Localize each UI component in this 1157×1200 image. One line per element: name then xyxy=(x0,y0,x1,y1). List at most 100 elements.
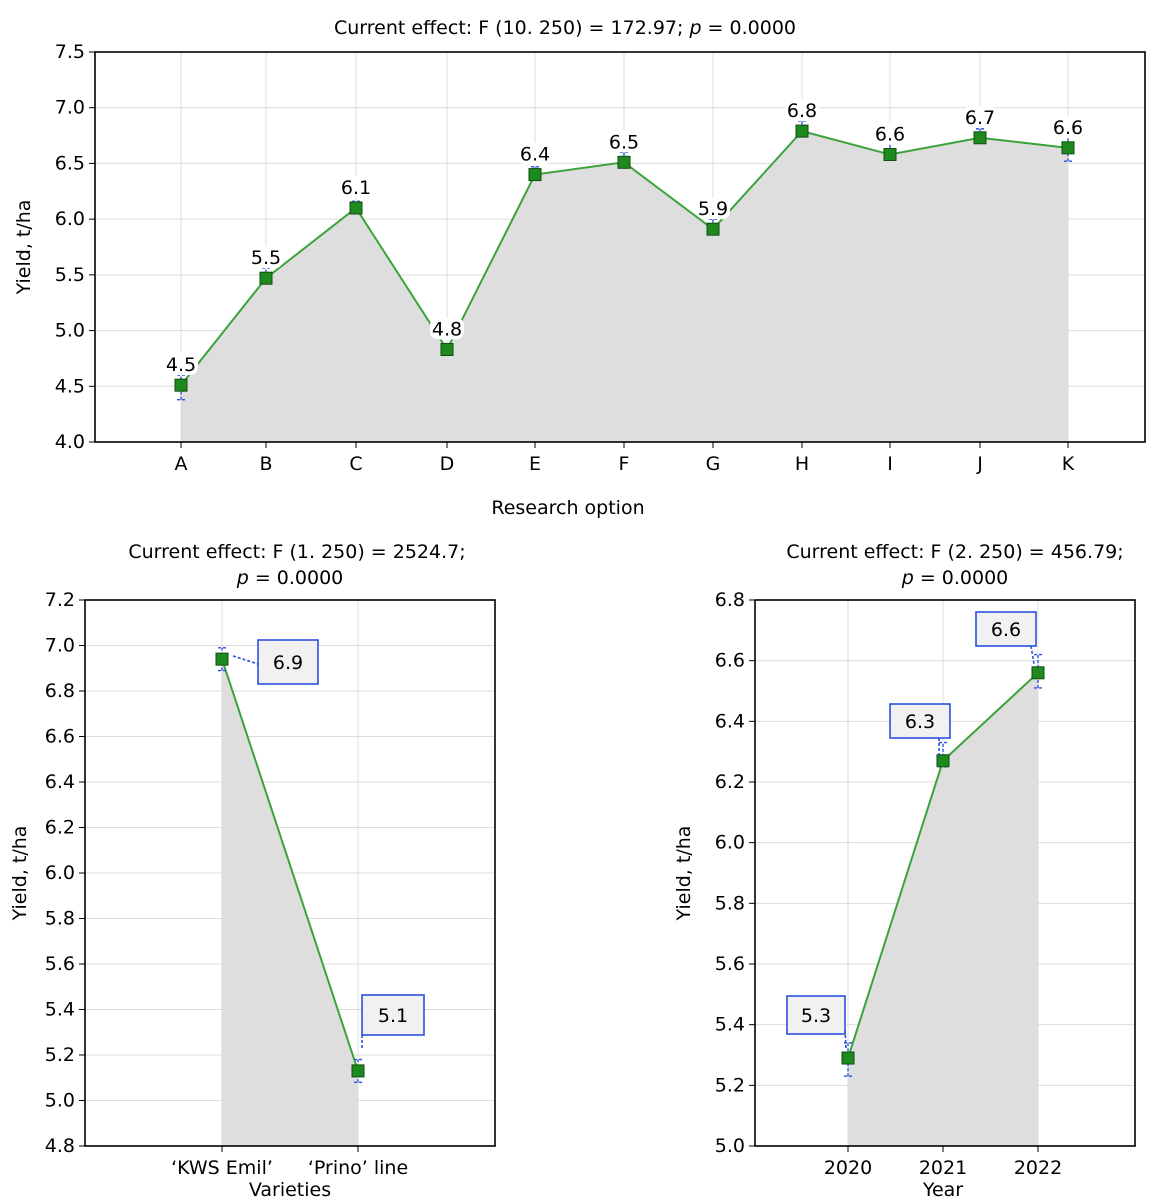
value-label: 6.1 xyxy=(341,177,371,199)
chart-3-markers xyxy=(841,666,1045,1065)
value-label: 5.5 xyxy=(251,247,281,269)
chart-2-title-line-2: p = 0.0000 xyxy=(236,567,344,589)
chart-3-y-axis-label: Yield, t/ha xyxy=(673,826,695,922)
x-tick-label: H xyxy=(795,453,809,475)
y-tick-label: 5.2 xyxy=(45,1044,75,1066)
chart-varieties: Current effect: F (1. 250) = 2524.7; p =… xyxy=(9,541,496,1200)
y-tick-label: 7.2 xyxy=(45,589,75,611)
value-label: 6.6 xyxy=(875,124,905,146)
y-tick-label: 6.0 xyxy=(45,862,75,884)
y-tick-label: 6.8 xyxy=(45,680,75,702)
value-label-leader xyxy=(1030,645,1035,665)
y-tick-label: 6.0 xyxy=(55,208,85,230)
data-point-marker xyxy=(440,343,454,357)
value-label-background xyxy=(785,99,819,122)
chart-1-markers xyxy=(174,124,1075,392)
chart-1-plot-frame xyxy=(94,51,1146,443)
value-label: 6.3 xyxy=(905,711,935,733)
value-label: 6.8 xyxy=(787,100,817,122)
value-label-leader xyxy=(232,655,259,665)
chart-2-title-line-1: Current effect: F (1. 250) = 2524.7; xyxy=(128,541,465,563)
chart-3-plot-frame xyxy=(754,599,1136,1147)
y-tick-label: 5.4 xyxy=(715,1014,745,1036)
value-label: 6.9 xyxy=(273,652,303,674)
x-tick-label: I xyxy=(887,453,893,475)
data-point-marker xyxy=(349,201,363,215)
chart-2-y-ticks: 4.8 5.0 5.2 5.4 5.6 5.8 6.0 6.2 6.4 6.6 6.8 7.0 7.2 xyxy=(45,589,85,1157)
data-point-marker xyxy=(215,652,229,666)
value-label-box xyxy=(889,703,951,739)
value-label: 6.6 xyxy=(1053,117,1083,139)
data-point-marker xyxy=(528,168,542,182)
chart-1-value-labels: 4.5 5.5 6.1 4.8 6.4 6.5 5.9 6.8 6.6 6.7 6.6 xyxy=(164,99,1085,376)
y-tick-label: 7.0 xyxy=(45,635,75,657)
data-point-marker xyxy=(795,124,809,138)
value-label-background xyxy=(607,130,641,153)
value-label: 6.5 xyxy=(609,131,639,153)
data-point-marker xyxy=(1061,141,1075,155)
chart-1-y-axis-label: Yield, t/ha xyxy=(13,200,35,296)
chart-research-option: Current effect: F (10. 250) = 172.97; p … xyxy=(13,17,1146,519)
value-label: 6.4 xyxy=(520,144,550,166)
value-label-background xyxy=(696,197,730,220)
series-line xyxy=(221,658,359,1072)
data-point-marker xyxy=(706,222,720,236)
x-tick-label: C xyxy=(349,453,362,475)
chart-1-title: Current effect: F (10. 250) = 172.97; p … xyxy=(334,17,796,39)
y-tick-label: 5.8 xyxy=(715,892,745,914)
y-tick-label: 6.2 xyxy=(715,771,745,793)
x-tick-label: K xyxy=(1062,453,1075,475)
x-tick-label: ‘KWS Emil’ xyxy=(171,1157,273,1179)
value-label-background xyxy=(963,105,997,128)
chart-1-area xyxy=(181,131,1068,442)
x-tick-label: J xyxy=(976,453,983,475)
chart-3-x-axis-label: Year xyxy=(922,1179,963,1200)
value-label-background xyxy=(339,176,373,198)
chart-3-area xyxy=(848,672,1038,1146)
value-label-background xyxy=(1051,115,1085,138)
y-tick-label: 5.6 xyxy=(45,953,75,975)
chart-3-title-line-2: p = 0.0000 xyxy=(901,567,1009,589)
y-tick-label: 6.4 xyxy=(45,771,75,793)
y-tick-label: 7.5 xyxy=(55,41,85,63)
y-tick-label: 4.0 xyxy=(55,431,85,453)
value-label: 6.7 xyxy=(965,107,995,129)
y-tick-label: 5.0 xyxy=(715,1135,745,1157)
y-tick-label: 7.0 xyxy=(55,97,85,119)
chart-2-y-axis-label: Yield, t/ha xyxy=(9,826,31,922)
y-tick-label: 5.6 xyxy=(715,953,745,975)
value-label: 5.9 xyxy=(698,198,728,220)
y-tick-label: 5.4 xyxy=(45,999,75,1021)
chart-2-x-axis-label: Varieties xyxy=(249,1179,331,1200)
value-label-leader xyxy=(844,1029,847,1051)
area-fill xyxy=(848,672,1038,1146)
x-tick-label: 2021 xyxy=(919,1157,967,1179)
data-point-marker xyxy=(617,155,631,169)
y-tick-label: 6.8 xyxy=(715,589,745,611)
value-label: 5.1 xyxy=(378,1005,408,1027)
y-tick-label: 6.6 xyxy=(45,726,75,748)
chart-year: Current effect: F (2. 250) = 456.79; p =… xyxy=(673,541,1136,1200)
x-tick-label: ‘Prino’ line xyxy=(308,1157,408,1179)
y-tick-label: 6.4 xyxy=(715,710,745,732)
y-tick-label: 5.5 xyxy=(55,264,85,286)
chart-3-value-labels: 5.3 6.3 6.6 xyxy=(786,611,1037,1051)
x-tick-label: 2020 xyxy=(824,1157,872,1179)
chart-3-x-ticks: 2020 2021 2022 xyxy=(824,1146,1062,1179)
value-label: 4.5 xyxy=(166,354,196,376)
chart-1-y-ticks: 4.0 4.5 5.0 5.5 6.0 6.5 7.0 7.5 xyxy=(55,41,95,453)
data-point-marker xyxy=(936,754,950,768)
value-label-background xyxy=(164,353,198,376)
data-point-marker xyxy=(174,378,188,392)
area-fill xyxy=(181,131,1068,442)
value-label: 6.6 xyxy=(991,619,1021,641)
x-tick-label: B xyxy=(259,453,272,475)
value-label-background xyxy=(518,142,552,165)
y-tick-label: 5.0 xyxy=(55,320,85,342)
data-point-marker xyxy=(1031,666,1045,680)
data-point-marker xyxy=(259,271,273,285)
x-tick-label: E xyxy=(529,453,541,475)
chart-3-title-line-1: Current effect: F (2. 250) = 456.79; xyxy=(786,541,1123,563)
x-tick-label: 2022 xyxy=(1014,1157,1062,1179)
